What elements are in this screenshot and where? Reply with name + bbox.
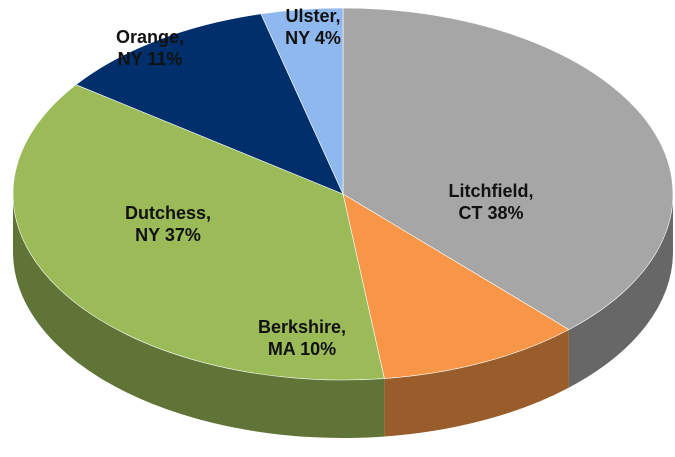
- category-label: Berkshire, MA: [257, 317, 347, 359]
- category-label: Orange, NY: [115, 27, 185, 69]
- data-label: Berkshire, MA 10%: [250, 316, 354, 360]
- slice: [75, 13, 344, 195]
- value-label: 11%: [147, 49, 183, 69]
- data-label: Litchfield, CT 38%: [437, 180, 545, 224]
- value-label: 37%: [164, 225, 201, 245]
- data-label: Orange, NY 11%: [108, 26, 192, 70]
- category-label: Dutchess, NY: [124, 203, 212, 245]
- slice: [342, 193, 570, 379]
- value-label: 38%: [487, 203, 524, 223]
- slice: [342, 7, 674, 330]
- category-label: Litchfield, CT: [448, 181, 534, 223]
- slice-side: [384, 329, 569, 437]
- category-label: Ulster, NY: [285, 6, 341, 48]
- value-label: 10%: [300, 339, 337, 359]
- slice: [260, 7, 344, 195]
- slice-side: [568, 194, 673, 388]
- slice: [12, 84, 385, 381]
- value-label: 4%: [314, 28, 341, 48]
- slice-side: [13, 194, 385, 438]
- data-label: Ulster, NY 4%: [276, 5, 350, 49]
- data-label: Dutchess, NY 37%: [118, 202, 218, 246]
